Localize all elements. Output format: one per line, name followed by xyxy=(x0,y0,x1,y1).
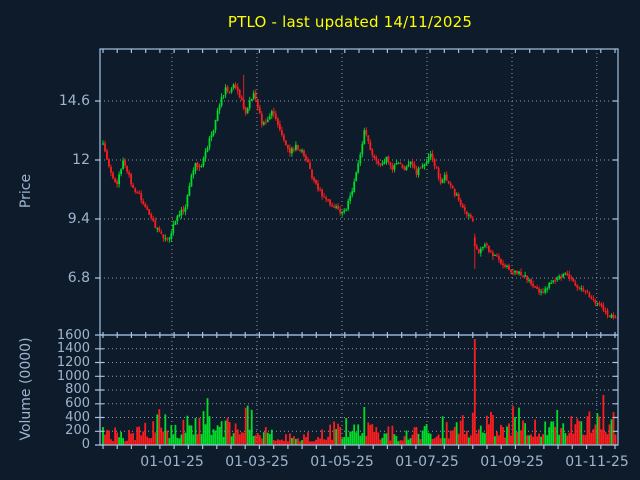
candle-wicks-down xyxy=(104,74,616,320)
volume-tick-7: 200 xyxy=(65,423,90,438)
volume-tick-5: 600 xyxy=(65,396,90,411)
price-tick-0: 14.6 xyxy=(58,93,90,109)
candles-up xyxy=(102,84,613,318)
volume-tick-4: 800 xyxy=(65,382,90,397)
date-tick-2: 01-05-25 xyxy=(310,454,374,470)
price-axis-label: Price xyxy=(18,173,34,209)
date-tick-5: 01-11-25 xyxy=(565,454,629,470)
volume-tick-8: 0 xyxy=(81,437,90,452)
chart-title: PTLO - last updated 14/11/2025 xyxy=(227,13,473,31)
volume-bars-up xyxy=(102,398,613,445)
price-tick-2: 9.4 xyxy=(67,211,90,227)
volume-tick-6: 400 xyxy=(65,410,90,425)
date-tick-0: 01-01-25 xyxy=(140,454,204,470)
volume-tick-1: 1400 xyxy=(56,341,90,356)
date-tick-4: 01-09-25 xyxy=(480,454,544,470)
candles-down xyxy=(104,84,617,319)
volume-bars-down xyxy=(104,339,617,445)
volume-tick-2: 1200 xyxy=(56,355,90,370)
price-tick-3: 6.8 xyxy=(67,270,90,286)
volume-tick-3: 1000 xyxy=(56,369,90,384)
date-tick-3: 01-07-25 xyxy=(395,454,459,470)
price-tick-1: 12 xyxy=(72,152,90,168)
candle-wicks-up xyxy=(102,83,612,319)
grid-lines xyxy=(100,49,618,445)
date-tick-1: 01-03-25 xyxy=(225,454,289,470)
axis-ticks xyxy=(95,49,618,449)
volume-tick-0: 1600 xyxy=(56,328,90,343)
